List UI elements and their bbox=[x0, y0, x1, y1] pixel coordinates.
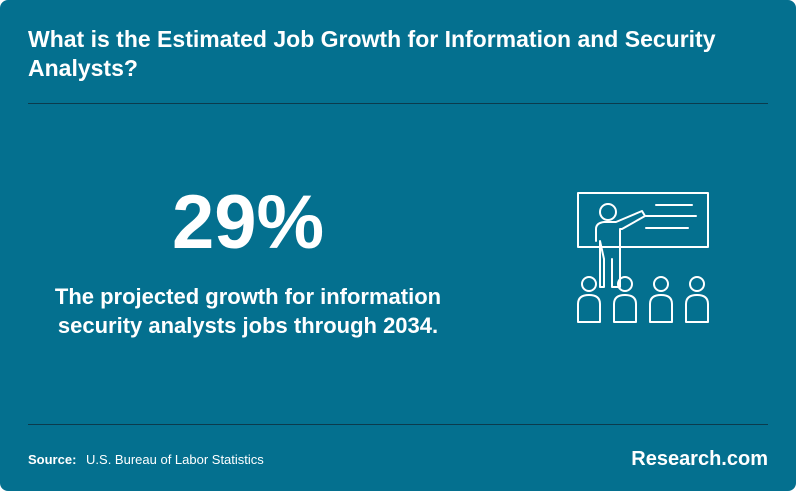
source-text: U.S. Bureau of Labor Statistics bbox=[86, 452, 264, 467]
page-title: What is the Estimated Job Growth for Inf… bbox=[28, 26, 716, 81]
brand-logo: Research.com bbox=[631, 448, 768, 470]
presentation-audience-icon bbox=[577, 192, 709, 323]
source-line: Source: U.S. Bureau of Labor Statistics bbox=[28, 452, 264, 468]
source-label: Source: bbox=[28, 452, 77, 467]
stat-description: The projected growth for information sec… bbox=[54, 284, 442, 338]
stat-value: 29% bbox=[171, 180, 325, 265]
top-divider bbox=[28, 103, 768, 104]
bottom-divider bbox=[28, 424, 768, 425]
